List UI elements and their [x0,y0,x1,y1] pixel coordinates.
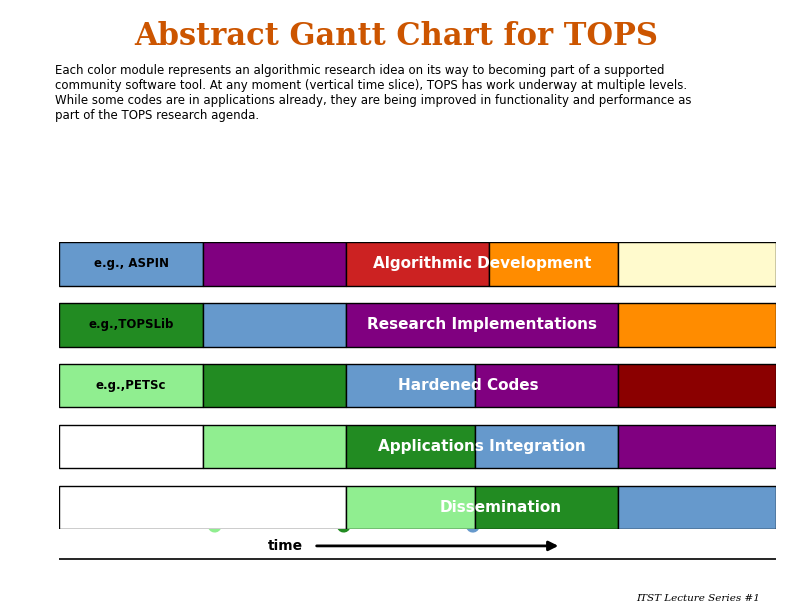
Bar [59,346,776,364]
Bar [619,364,776,408]
Bar [59,425,203,468]
Bar [619,242,776,286]
Bar [59,242,203,286]
Bar [475,364,619,408]
Text: e.g.,TOPSLib: e.g.,TOPSLib [89,318,173,331]
Bar [203,303,346,346]
Text: Dissemination: Dissemination [439,500,562,515]
Text: Abstract Gantt Chart for TOPS: Abstract Gantt Chart for TOPS [134,21,658,53]
Text: e.g.,PETSc: e.g.,PETSc [96,379,166,392]
Bar [59,468,776,485]
Text: Hardened Codes: Hardened Codes [398,378,539,393]
Text: Each color module represents an algorithmic research idea on its way to becoming: Each color module represents an algorith… [55,64,692,122]
Text: Applications Integration: Applications Integration [379,439,586,454]
Bar [203,425,346,468]
Bar [346,425,475,468]
Text: Algorithmic Development: Algorithmic Development [373,256,592,271]
Bar [59,364,203,408]
Text: time: time [268,539,303,553]
Bar [475,485,619,529]
Bar [619,425,776,468]
Text: Research Implementations: Research Implementations [367,317,597,332]
Bar [346,303,619,346]
Bar [59,485,346,529]
Text: e.g., ASPIN: e.g., ASPIN [93,257,169,270]
Bar [619,485,776,529]
Bar [346,364,475,408]
Bar [59,303,203,346]
Bar [619,303,776,346]
Bar [489,242,619,286]
Text: ITST Lecture Series #1: ITST Lecture Series #1 [637,594,760,603]
Bar [203,364,346,408]
Bar [59,286,776,303]
Bar [346,242,489,286]
Bar [346,485,475,529]
Bar [475,425,619,468]
Bar [203,242,346,286]
Bar [59,408,776,425]
